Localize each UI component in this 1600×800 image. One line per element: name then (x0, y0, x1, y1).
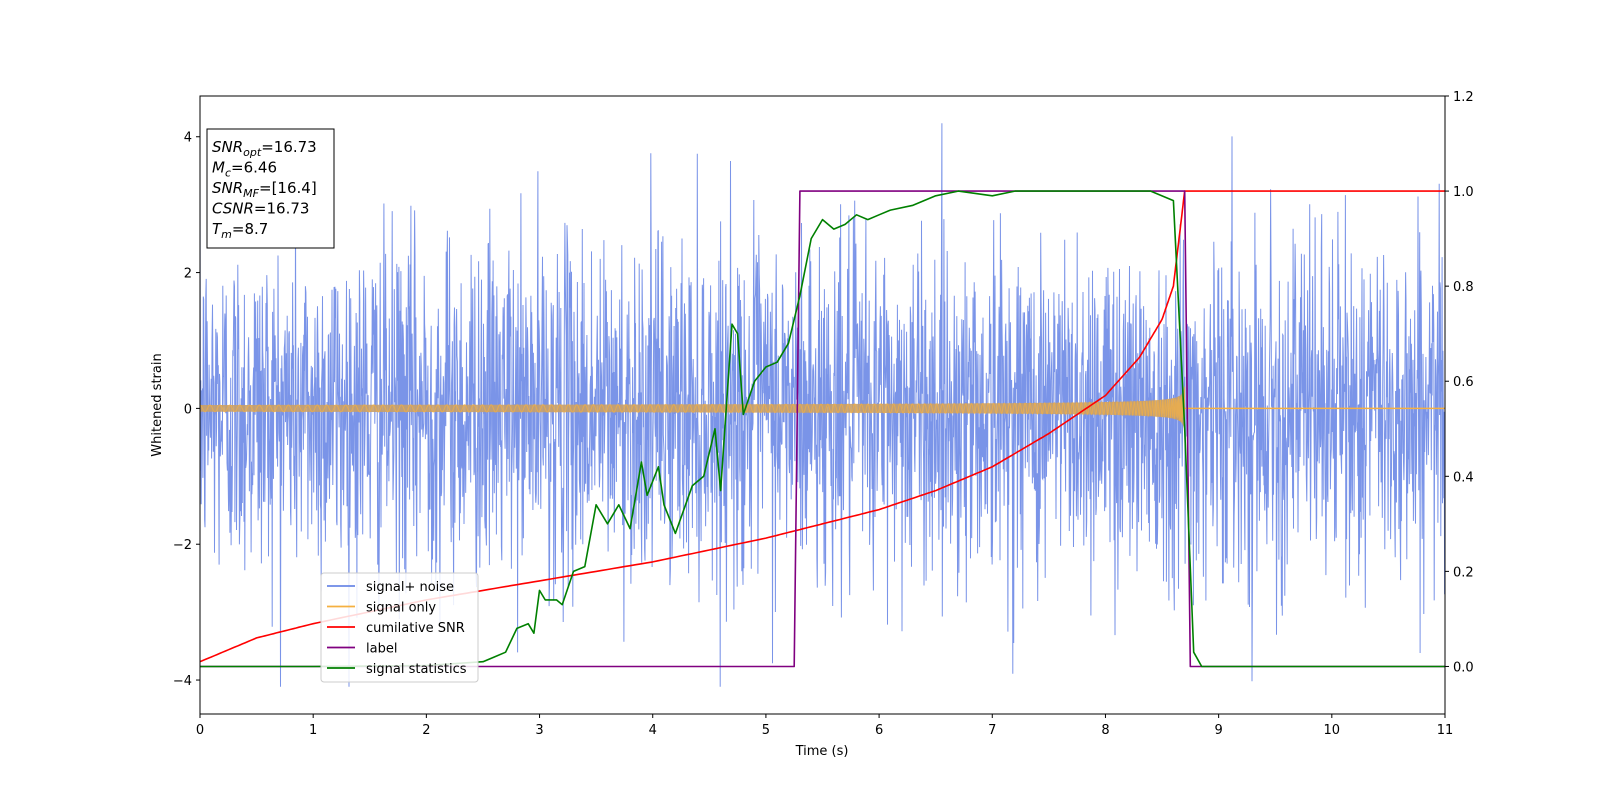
x-tick-label: 5 (762, 723, 770, 738)
info-line: SNRopt=16.73 (212, 138, 317, 159)
info-line: Mc=6.46 (212, 159, 277, 180)
info-annotation-box: SNRopt=16.73Mc=6.46SNRMF=[16.4]CSNR=16.7… (206, 128, 335, 249)
signal-only-line (200, 386, 1186, 423)
x-tick-label: 2 (422, 723, 430, 738)
signal-noise-line (200, 123, 1445, 687)
x-tick-label: 1 (309, 723, 317, 738)
x-tick-label: 4 (649, 723, 657, 738)
y-left-tick-label: 2 (184, 267, 192, 282)
x-tick-label: 6 (875, 723, 883, 738)
signal-only-series (200, 386, 1445, 431)
info-line: SNRMF=[16.4] (212, 179, 317, 200)
y-right-tick-label: 0.4 (1453, 470, 1474, 485)
y-right-tick-label: 1.0 (1453, 185, 1474, 200)
legend-label: cumilative SNR (366, 621, 465, 636)
plot-frame (199, 95, 1446, 715)
signal-statistics-line (200, 190, 1445, 668)
x-tick-label: 10 (1324, 723, 1341, 738)
x-tick-label: 8 (1101, 723, 1109, 738)
signal-only-envelope (200, 386, 1185, 431)
x-axis-label: Time (s) (795, 744, 849, 759)
x-tick-label: 7 (988, 723, 996, 738)
y-right-tick-label: 0.2 (1453, 565, 1474, 580)
x-tick-label: 9 (1214, 723, 1222, 738)
signal-noise-series (200, 123, 1445, 687)
legend-label: signal statistics (366, 662, 467, 677)
legend-label: label (366, 642, 397, 657)
y-axis-left: 4 2 0 −2 −4 (173, 131, 200, 689)
info-line: Tm=8.7 (212, 220, 268, 241)
legend-label: signal+ noise (366, 580, 454, 595)
y-right-tick-label: 1.2 (1453, 90, 1474, 105)
x-tick-label: 11 (1437, 723, 1454, 738)
legend-frame (320, 572, 479, 683)
y-axis-right: 1.2 1.0 0.8 0.6 0.4 0.2 0.0 (1445, 90, 1474, 675)
y-axis-label: Whitened strain (150, 353, 165, 456)
x-tick-label: 3 (535, 723, 543, 738)
y-right-tick-label: 0.0 (1453, 660, 1474, 675)
y-left-tick-label: 4 (184, 131, 192, 146)
y-left-tick-label: 0 (184, 402, 192, 417)
y-left-tick-label: −2 (173, 538, 192, 553)
y-right-tick-label: 0.8 (1453, 280, 1474, 295)
info-line: CSNR=16.73 (212, 200, 309, 218)
y-right-tick-label: 0.6 (1453, 375, 1474, 390)
legend: signal+ noise signal only cumilative SNR la… (320, 572, 479, 683)
x-tick-label: 0 (196, 723, 204, 738)
info-box-frame (206, 128, 335, 249)
y-left-tick-label: −4 (173, 674, 192, 689)
x-axis: 0 1 2 3 4 5 6 7 8 9 10 11 (196, 714, 1453, 738)
legend-label: signal only (366, 601, 436, 616)
